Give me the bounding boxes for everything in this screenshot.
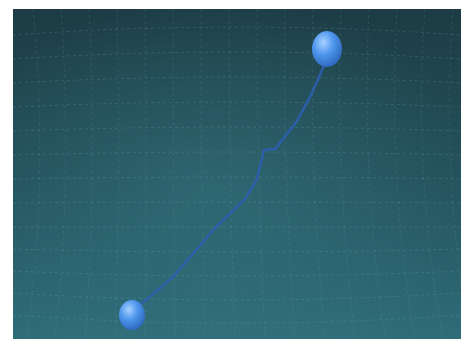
start-sphere[interactable] xyxy=(119,300,145,330)
scene-glow xyxy=(13,9,461,339)
grid-horizontal-lines xyxy=(13,26,461,324)
trajectory-path xyxy=(131,57,329,313)
3d-viewport[interactable] xyxy=(13,9,461,339)
end-sphere[interactable] xyxy=(312,31,342,67)
scene-canvas[interactable] xyxy=(13,9,461,339)
